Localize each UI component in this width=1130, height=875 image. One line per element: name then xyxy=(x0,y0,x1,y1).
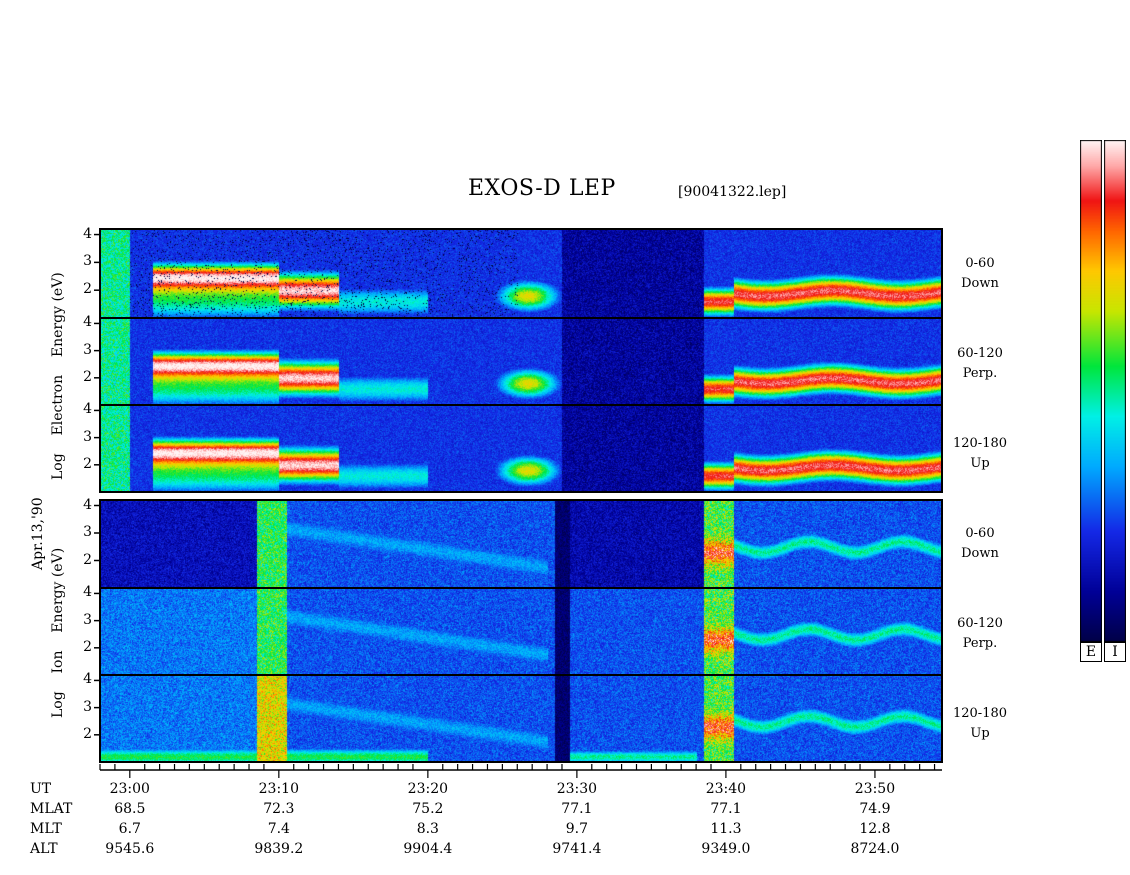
y-tick-label: 2 xyxy=(83,455,92,472)
y-tick-label: 2 xyxy=(83,281,92,298)
y-tick-label: 3 xyxy=(83,428,92,445)
ephemeris-value-alt: 9349.0 xyxy=(701,841,751,857)
ephemeris-value-alt: 8724.0 xyxy=(850,841,900,857)
ion-axis-label: Log Ion Energy (eV) xyxy=(50,548,66,718)
ephemeris-value-mlt: 9.7 xyxy=(565,821,588,837)
y-tick-label: 3 xyxy=(83,611,92,628)
y-tick-label: 4 xyxy=(83,584,92,601)
y-tick-label: 2 xyxy=(83,725,92,742)
panel-angle: 120-180 xyxy=(952,706,1008,721)
ephemeris-value-alt: 9904.4 xyxy=(403,841,453,857)
panel-angle: 0-60 xyxy=(965,256,995,271)
ephemeris-value-mlat: 75.2 xyxy=(412,801,444,817)
ion-label-unit: (eV) xyxy=(50,547,66,578)
date-label: Apr.13,'90 xyxy=(30,497,46,570)
colorbar-label-e: E xyxy=(1080,642,1102,662)
x-tick-label: 23:00 xyxy=(109,781,150,797)
ephemeris-value-mlat: 77.1 xyxy=(710,801,742,817)
row-label-mlt: MLT xyxy=(30,821,62,837)
colorbar-label-i: I xyxy=(1104,642,1126,662)
ephemeris-value-alt: 9545.6 xyxy=(105,841,155,857)
panel-label-i-up: 120-180 Up xyxy=(945,704,1015,744)
panel-label-e-perp: 60-120 Perp. xyxy=(945,344,1015,384)
panel-direction: Perp. xyxy=(962,366,998,381)
ephemeris-value-mlat: 77.1 xyxy=(561,801,593,817)
panel-direction: Up xyxy=(970,456,990,471)
ephemeris-value-mlt: 8.3 xyxy=(416,821,439,837)
electron-label-log: Log xyxy=(50,453,66,480)
panel-angle: 0-60 xyxy=(965,526,995,541)
y-tick-label: 3 xyxy=(83,698,92,715)
y-tick-label: 3 xyxy=(83,524,92,540)
electron-axis-label: Log Electron Energy (eV) xyxy=(50,272,66,480)
x-tick-label: 23:10 xyxy=(258,781,299,797)
row-label-mlat: MLAT xyxy=(30,801,73,817)
x-tick-label: 23:40 xyxy=(705,781,747,797)
ion-label-energy: Energy xyxy=(50,581,66,633)
y-tick-label: 4 xyxy=(83,225,92,242)
ephemeris-value-mlt: 12.8 xyxy=(859,821,891,837)
panel-label-i-down: 0-60 Down xyxy=(945,524,1015,564)
panel-label-i-perp: 60-120 Perp. xyxy=(945,614,1015,654)
y-tick-label: 2 xyxy=(83,638,92,655)
y-tick-label: 4 xyxy=(83,671,92,688)
ion-label-log: Log xyxy=(50,691,66,718)
colorbar-electron xyxy=(1080,140,1102,642)
ephemeris-value-mlat: 74.9 xyxy=(859,801,891,817)
x-tick-label: 23:20 xyxy=(407,781,449,797)
row-label-ut: UT xyxy=(30,781,52,797)
panel-angle: 60-120 xyxy=(957,346,1003,361)
row-label-alt: ALT xyxy=(30,841,58,857)
colorbar-ion xyxy=(1104,140,1126,642)
ephemeris-value-alt: 9741.4 xyxy=(552,841,602,857)
y-tick-label: 4 xyxy=(83,401,92,418)
panel-label-e-up: 120-180 Up xyxy=(945,434,1015,474)
x-tick-label: 23:30 xyxy=(556,781,598,797)
file-name: [90041322.lep] xyxy=(678,184,787,200)
ephemeris-value-mlt: 11.3 xyxy=(710,821,742,837)
y-tick-label: 2 xyxy=(83,368,92,385)
panel-angle: 60-120 xyxy=(957,616,1003,631)
panel-direction: Down xyxy=(961,546,999,561)
y-tick-label: 3 xyxy=(83,341,92,358)
chart-title: EXOS-D LEP xyxy=(468,176,616,201)
ephemeris-value-mlat: 72.3 xyxy=(263,801,295,817)
ephemeris-value-mlt: 7.4 xyxy=(267,821,290,837)
panel-direction: Up xyxy=(970,726,990,741)
x-tick-label: 23:50 xyxy=(854,781,896,797)
y-tick-label: 4 xyxy=(83,314,92,331)
panel-angle: 120-180 xyxy=(952,436,1008,451)
panel-direction: Perp. xyxy=(962,636,998,651)
spectrogram-canvas xyxy=(100,229,942,763)
y-tick-label: 3 xyxy=(83,253,92,270)
panel-label-e-down: 0-60 Down xyxy=(945,254,1015,294)
ephemeris-value-mlat: 68.5 xyxy=(114,801,146,817)
ephemeris-value-alt: 9839.2 xyxy=(254,841,304,857)
ephemeris-value-mlt: 6.7 xyxy=(118,821,141,837)
ion-label-species: Ion xyxy=(50,650,66,674)
electron-label-unit: (eV) xyxy=(50,272,66,302)
electron-label-species: Electron xyxy=(50,374,66,436)
y-tick-label: 4 xyxy=(83,496,92,513)
panel-direction: Down xyxy=(961,276,999,291)
y-tick-label: 2 xyxy=(83,551,92,568)
electron-label-energy: Energy xyxy=(50,306,66,358)
